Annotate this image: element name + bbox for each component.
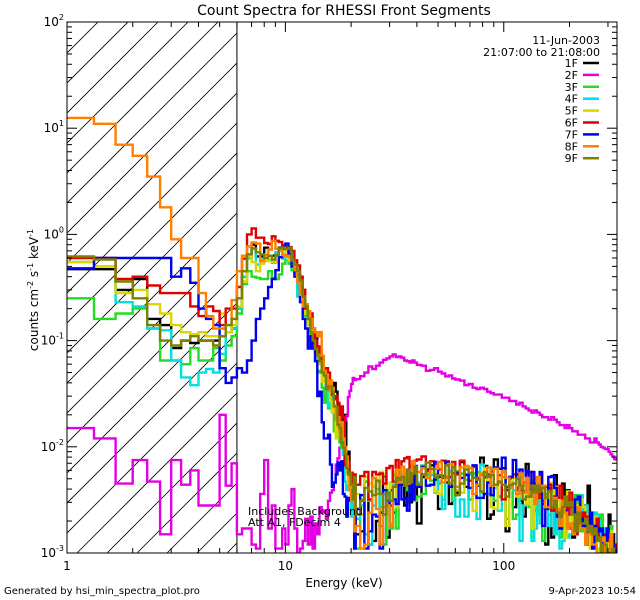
legend-label-4f: 4F <box>565 93 578 106</box>
y-axis-label-part: keV <box>27 236 41 263</box>
annotation-attenuator: Att A1, FDecim 4 <box>248 516 341 529</box>
y-axis-label-sup: -1 <box>26 263 35 271</box>
y-tick-label: 102 <box>44 13 64 29</box>
y-tick-label: 101 <box>44 119 64 135</box>
hatch-line <box>67 22 159 114</box>
legend-label-1f: 1F <box>565 57 578 70</box>
annotation-background: Includes Background <box>248 505 363 518</box>
series-9f <box>67 246 616 553</box>
plot-frame <box>66 21 618 554</box>
y-axis-label-sup: -2 <box>26 281 35 289</box>
time-range-label: 21:07:00 to 21:08:00 <box>483 46 600 59</box>
hatched-region <box>0 0 617 553</box>
legend-label-6f: 6F <box>565 117 578 130</box>
legend-label-5f: 5F <box>565 105 578 118</box>
axis-ticks <box>66 21 617 554</box>
x-tick-label: 100 <box>492 559 515 573</box>
hatch-line <box>67 22 249 204</box>
legend-label-8f: 8F <box>565 140 578 153</box>
legend-label-9f: 9F <box>565 152 578 165</box>
generated-by-label: Generated by hsi_min_spectra_plot.pro <box>4 586 200 597</box>
x-tick-label: 10 <box>278 559 293 573</box>
timestamp-label: 9-Apr-2023 10:54 <box>549 586 636 597</box>
y-tick-label: 100 <box>44 225 64 241</box>
y-tick-label: 10-2 <box>41 438 64 454</box>
hatch-line <box>0 0 107 553</box>
series-2f <box>67 353 617 553</box>
y-axis-label: counts cm-2 s-1 keV-1 <box>26 229 41 351</box>
y-axis-label-part: counts cm <box>27 289 41 351</box>
y-axis-label-sup: -1 <box>26 229 35 237</box>
hatch-line <box>67 22 189 144</box>
y-axis-label-part: s <box>27 271 41 281</box>
x-tick-label: 1 <box>63 559 71 573</box>
date-label: 11-Jun-2003 <box>532 34 600 47</box>
y-tick-labels: 10-3 10-2 10-1 100 101 102 <box>41 13 64 560</box>
legend-label-3f: 3F <box>565 81 578 94</box>
y-tick-label: 10-1 <box>41 332 64 348</box>
y-tick-label: 10-3 <box>41 544 64 560</box>
chart-title: Count Spectra for RHESSI Front Segments <box>197 3 491 19</box>
hatch-line <box>67 22 129 84</box>
x-axis-label: Energy (keV) <box>305 576 382 590</box>
series-group <box>67 116 617 553</box>
hatch-line <box>67 22 219 174</box>
legend-label-7f: 7F <box>565 128 578 141</box>
x-tick-labels: 1 10 100 <box>63 559 515 573</box>
legend-label-2f: 2F <box>565 69 578 82</box>
